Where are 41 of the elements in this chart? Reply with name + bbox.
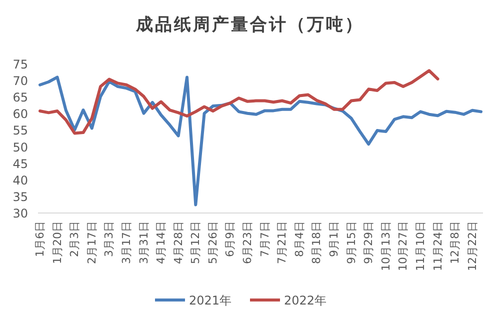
y-tick-label: 35 xyxy=(12,190,28,204)
x-tick-label: 11月10日 xyxy=(414,221,427,271)
x-tick-label: 6月9日 xyxy=(224,221,237,257)
x-tick-label: 12月22日 xyxy=(466,221,479,271)
x-tick-label: 4月28日 xyxy=(172,221,185,264)
x-tick-label: 8月4日 xyxy=(292,221,306,257)
legend-label: 2022年 xyxy=(284,294,327,308)
x-tick-label: 3月17日 xyxy=(120,221,133,264)
x-tick-label: 3月31日 xyxy=(137,221,150,264)
x-tick-label: 10月13日 xyxy=(379,221,392,271)
y-tick-label: 50 xyxy=(12,140,28,154)
x-tick-label: 1月6日 xyxy=(34,221,46,257)
line-series xyxy=(38,76,482,206)
x-tick-label: 9月29日 xyxy=(362,221,376,264)
chart-title: 成品纸周产量合计（万吨） xyxy=(135,15,364,35)
x-tick-label: 5月26日 xyxy=(206,221,220,264)
x-tick-label: 6月23日 xyxy=(241,221,254,264)
x-tick-label: 7月7日 xyxy=(258,221,272,257)
y-tick-label: 75 xyxy=(12,58,28,72)
line-series xyxy=(38,69,440,135)
x-tick-label: 12月8日 xyxy=(448,221,462,264)
y-tick-label: 70 xyxy=(12,74,28,88)
x-tick-label: 4月14日 xyxy=(154,221,168,264)
x-tick-label: 5月12日 xyxy=(189,221,202,264)
x-tick-label: 2月17日 xyxy=(85,221,98,264)
x-tick-label: 7月21日 xyxy=(276,221,289,264)
x-tick-label: 9月15日 xyxy=(344,221,358,264)
x-tick-label: 8月18日 xyxy=(310,221,324,264)
y-tick-label: 45 xyxy=(12,156,28,171)
x-tick-label: 3月3日 xyxy=(102,221,116,257)
x-tick-label: 2月3日 xyxy=(68,221,82,257)
y-tick-label: 40 xyxy=(12,173,28,188)
y-tick-label: 60 xyxy=(12,107,28,122)
x-tick-label: 1月20日 xyxy=(50,221,64,264)
x-tick-label: 11月24日 xyxy=(431,221,444,271)
y-tick-label: 30 xyxy=(12,206,28,220)
x-tick-label: 9月1日 xyxy=(328,221,340,257)
y-tick-label: 65 xyxy=(12,90,28,105)
x-tick-label: 10月27日 xyxy=(396,221,410,271)
legend-label: 2021年 xyxy=(189,294,232,308)
y-tick-label: 55 xyxy=(12,124,28,138)
